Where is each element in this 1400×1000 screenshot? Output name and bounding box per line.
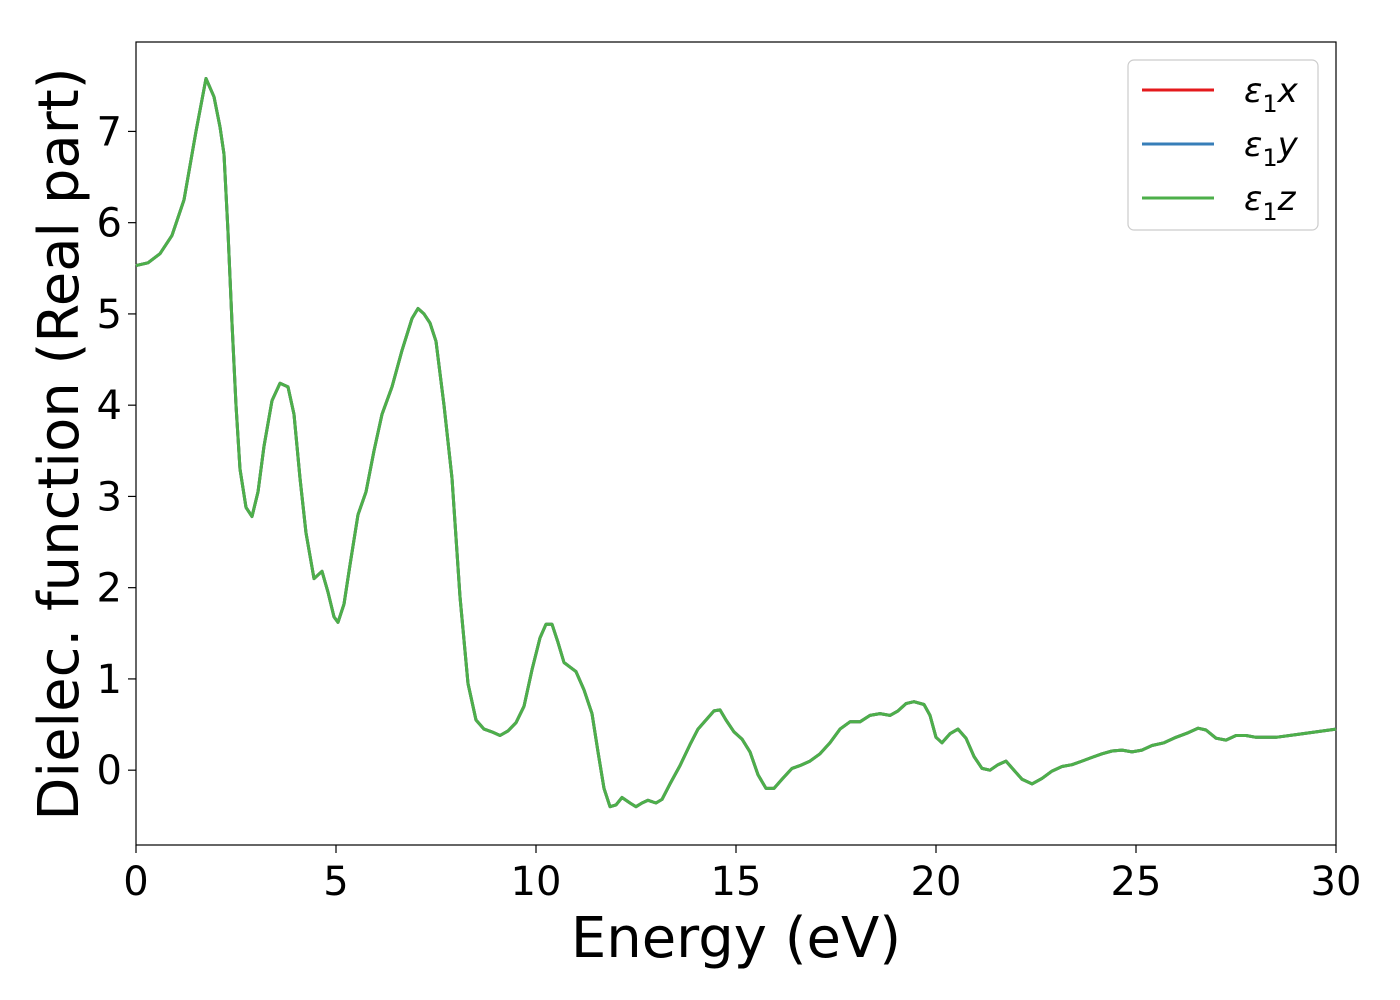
y-tick-label: 3 (97, 474, 122, 520)
legend-symbol: ε (1244, 71, 1262, 111)
y-tick-label: 2 (97, 566, 122, 612)
series-line-z (135, 77, 1337, 809)
x-tick-label: 25 (1111, 859, 1162, 905)
y-tick-label: 5 (97, 292, 122, 338)
legend-symbol: ε (1244, 179, 1262, 219)
x-tick-label: 10 (511, 859, 562, 905)
y-tick-label: 7 (97, 109, 122, 155)
y-axis-label: Dielec. function (Real part) (27, 67, 92, 820)
legend-subscript: 1 (1262, 198, 1277, 226)
y-tick-label: 0 (97, 748, 122, 794)
y-tick-label: 6 (97, 201, 122, 247)
x-tick-label: 5 (323, 859, 348, 905)
series-lines (135, 77, 1337, 809)
legend-box (1127, 59, 1319, 231)
legend-subscript: 1 (1262, 144, 1277, 172)
x-tick-label: 15 (711, 859, 762, 905)
x-tick-label: 0 (123, 859, 148, 905)
legend-label-x: ε1x (1244, 71, 1299, 118)
x-axis-label: Energy (eV) (571, 906, 901, 971)
y-tick-label: 1 (97, 657, 122, 703)
legend-label-y: ε1y (1244, 125, 1299, 172)
x-tick-label: 30 (1311, 859, 1362, 905)
legend-component: z (1277, 179, 1297, 219)
legend-component: x (1277, 71, 1299, 111)
legend-symbol: ε (1244, 125, 1262, 165)
y-axis-ticks: 0 1 2 3 4 5 6 7 (97, 109, 136, 794)
legend-component: y (1277, 125, 1299, 165)
x-tick-label: 20 (911, 859, 962, 905)
x-axis-ticks: 0 5 10 15 20 25 30 (123, 845, 1361, 905)
y-tick-label: 4 (97, 383, 122, 429)
legend-label-z: ε1z (1244, 179, 1297, 226)
legend-subscript: 1 (1262, 90, 1277, 118)
